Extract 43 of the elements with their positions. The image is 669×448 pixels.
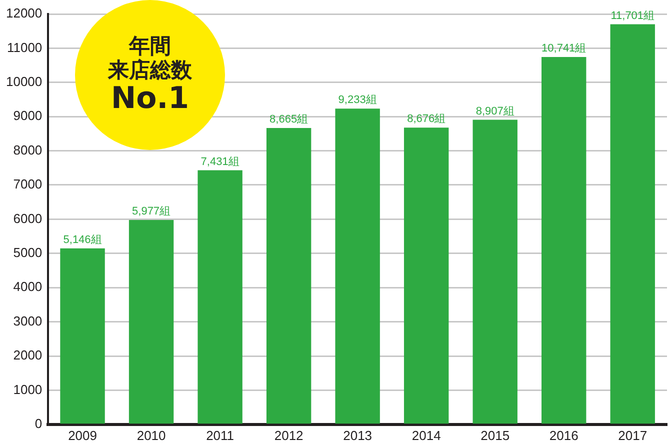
- bar: [266, 128, 312, 424]
- bar: [60, 248, 105, 424]
- y-tick-label: 8000: [13, 142, 42, 158]
- data-label: 9,233組: [338, 94, 377, 106]
- x-tick-label: 2015: [480, 428, 510, 443]
- bar: [404, 128, 449, 424]
- y-tick-label: 10000: [6, 74, 42, 89]
- bar: [128, 220, 174, 424]
- bar: [198, 170, 242, 424]
- x-tick-label: 2011: [206, 428, 234, 443]
- y-tick-label: 0: [34, 416, 42, 431]
- y-tick-label: 4000: [13, 279, 42, 294]
- bar: [335, 108, 380, 424]
- data-label: 10,741組: [542, 42, 586, 55]
- data-label: 8,676組: [407, 113, 446, 126]
- y-tick-label: 9000: [13, 108, 42, 124]
- data-label: 11,701組: [610, 10, 655, 22]
- bar: [472, 120, 518, 424]
- x-tick-label: 2016: [549, 428, 578, 443]
- data-label: 7,431組: [200, 156, 240, 168]
- annotation: 年間: [129, 34, 171, 58]
- y-tick-label: 3000: [13, 313, 42, 328]
- y-tick-label: 11000: [6, 40, 42, 55]
- x-tick-label: 2013: [343, 428, 372, 443]
- x-tick-label: 2009: [68, 428, 97, 443]
- data-label: 8,907組: [476, 105, 514, 118]
- x-tick-label: 2017: [618, 428, 648, 443]
- bar: [542, 57, 586, 424]
- y-tick-label: 7000: [13, 176, 42, 192]
- y-tick-label: 5000: [13, 244, 42, 260]
- x-tick-label: 2014: [412, 428, 441, 443]
- data-label: 5,977組: [132, 206, 171, 218]
- data-label: 8,665組: [270, 114, 308, 126]
- annotation: 来店総数: [108, 58, 192, 82]
- x-tick-label: 2010: [136, 428, 166, 443]
- bar: [610, 24, 655, 424]
- y-tick-label: 2000: [13, 348, 42, 363]
- x-tick-label: 2012: [274, 428, 304, 443]
- annotation: No.1: [111, 80, 189, 116]
- data-label: 5,146組: [63, 234, 102, 246]
- y-tick-label: 6000: [13, 210, 42, 226]
- y-tick-label: 1000: [13, 382, 42, 397]
- y-tick-label: 12000: [6, 6, 42, 21]
